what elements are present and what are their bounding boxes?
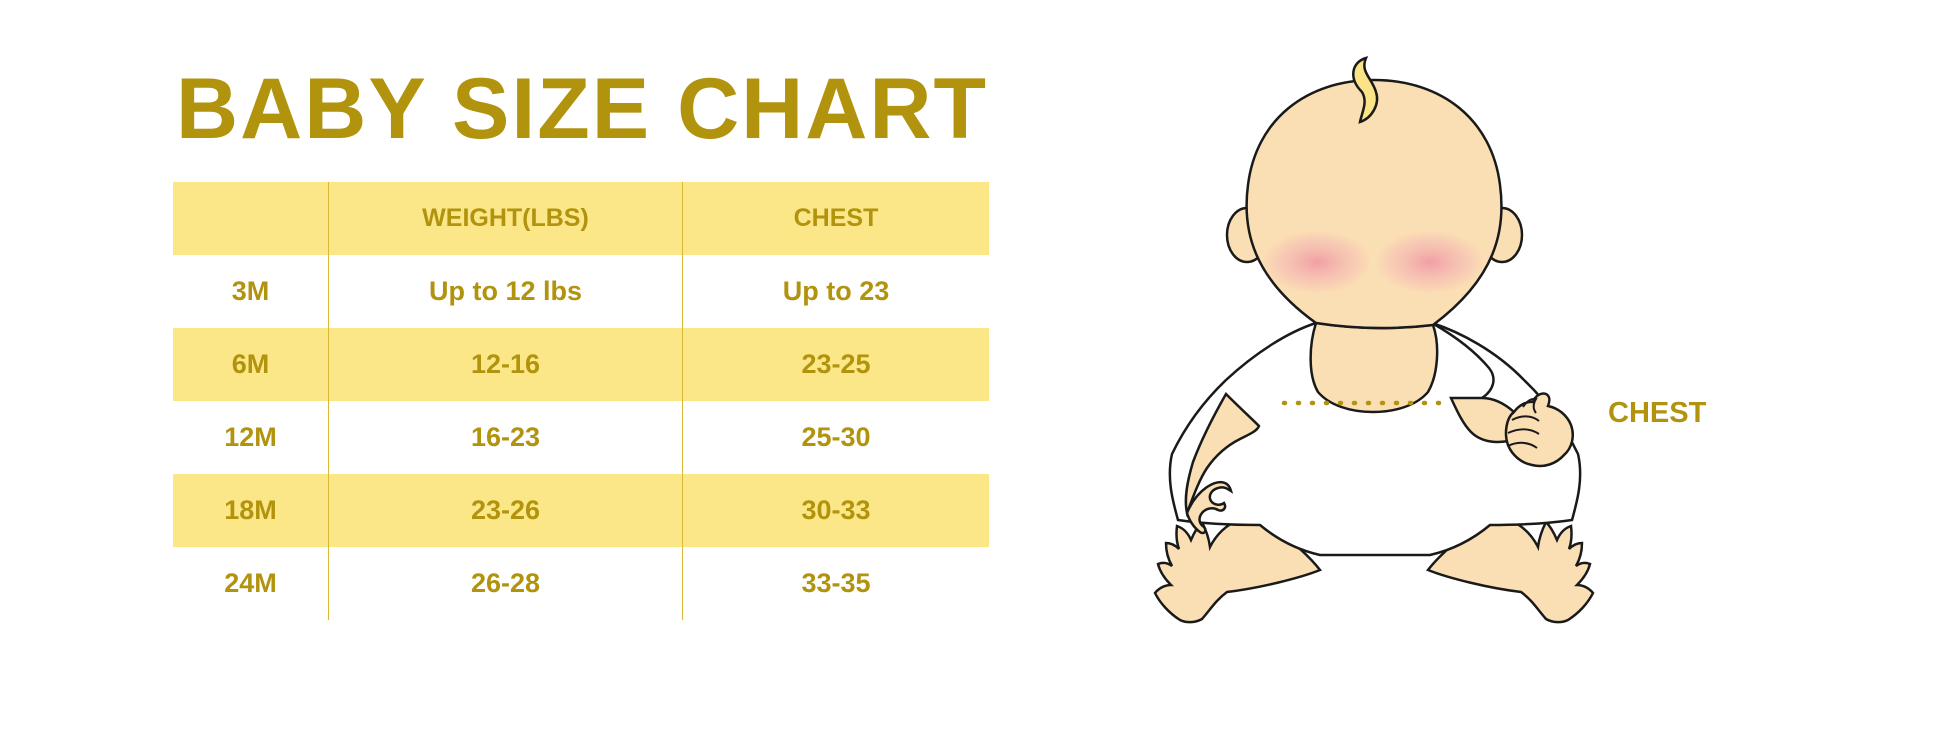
svg-text:CHEST: CHEST [1608,397,1707,429]
